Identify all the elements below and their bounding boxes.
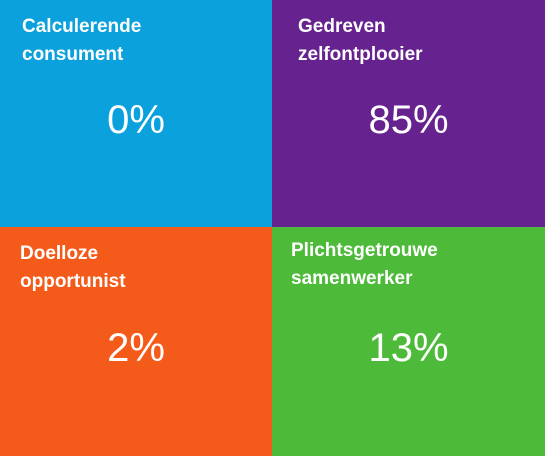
- segment-label: Gedreven zelfontplooier: [298, 16, 423, 65]
- segment-tile-gedreven-zelfontplooier: Gedreven zelfontplooier 85%: [272, 0, 545, 227]
- segment-label: Doelloze opportunist: [20, 243, 126, 292]
- segment-percentage: 13%: [368, 326, 449, 370]
- segment-tile-calculerende-consument: Calculerende consument 0%: [0, 0, 272, 227]
- segment-percentage: 2%: [107, 326, 165, 370]
- segment-percentage: 0%: [107, 98, 165, 142]
- segment-tile-plichtsgetrouwe-samenwerker: Plichtsgetrouwe samenwerker 13%: [272, 227, 545, 456]
- segment-label: Calculerende consument: [22, 16, 142, 65]
- segment-tile-doelloze-opportunist: Doelloze opportunist 2%: [0, 227, 272, 456]
- segment-label: Plichtsgetrouwe samenwerker: [291, 240, 438, 289]
- segment-percentage: 85%: [368, 98, 449, 142]
